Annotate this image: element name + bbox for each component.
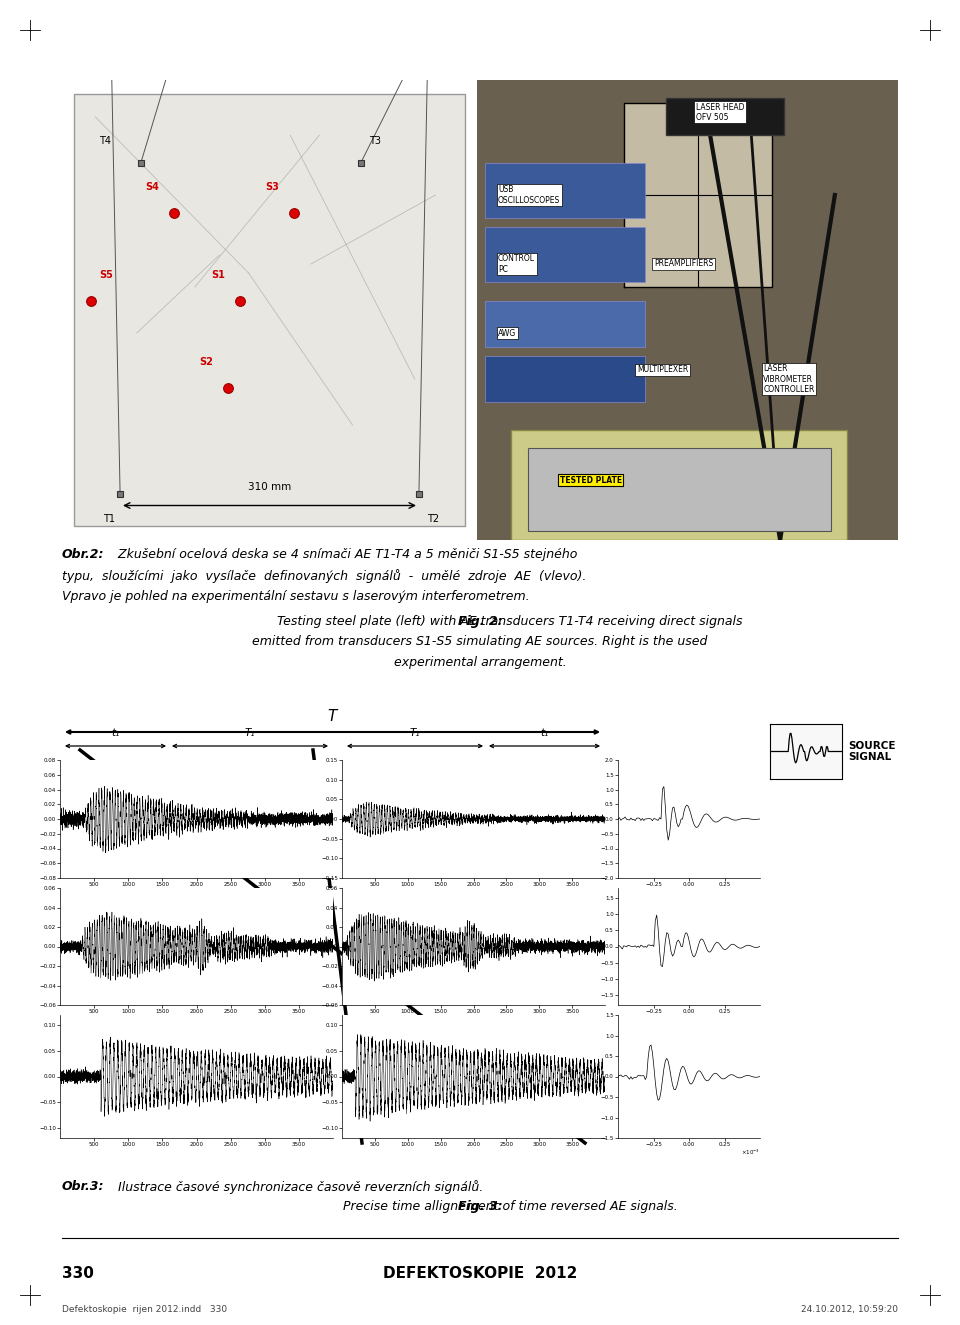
Text: Defektoskopie  rijen 2012.indd   330: Defektoskopie rijen 2012.indd 330 — [62, 1305, 228, 1314]
Text: Obr.2:: Obr.2: — [62, 549, 105, 560]
Bar — [486, 227, 645, 282]
Text: CONTROL
PC: CONTROL PC — [498, 254, 535, 274]
Text: LASER
VIBROMETER
CONTROLLER: LASER VIBROMETER CONTROLLER — [763, 364, 815, 394]
Text: Fig. 2:: Fig. 2: — [458, 615, 502, 628]
Text: t₃: t₃ — [105, 983, 112, 992]
Text: T₁: T₁ — [245, 727, 255, 738]
Text: 330: 330 — [62, 1265, 94, 1281]
Text: t₁: t₁ — [540, 727, 548, 738]
Text: T1: T1 — [104, 514, 115, 523]
Text: typu,  sloužícími  jako  vysílače  definovaných  signálů  -  umělé  zdroje  AE  : typu, sloužícími jako vysílače definovan… — [62, 568, 587, 583]
Bar — [486, 356, 645, 401]
Text: T4: T4 — [99, 136, 111, 146]
Text: S3: S3 — [265, 183, 279, 192]
Text: T₂: T₂ — [410, 856, 420, 867]
Text: Obr.3:: Obr.3: — [62, 1181, 105, 1192]
Text: S4: S4 — [145, 183, 158, 192]
Text: T2: T2 — [427, 514, 440, 523]
Bar — [624, 103, 772, 288]
Text: S5: S5 — [99, 270, 113, 280]
Text: SOURCE
SIGNAL: SOURCE SIGNAL — [848, 741, 896, 762]
Text: T₃: T₃ — [238, 983, 249, 992]
Text: t₃: t₃ — [540, 983, 548, 992]
Text: S2: S2 — [199, 358, 213, 367]
Text: Vpravo je pohled na experimentální sestavu s laserovým interferometrem.: Vpravo je pohled na experimentální sesta… — [62, 590, 530, 603]
Text: MULTIPLEXER: MULTIPLEXER — [637, 366, 688, 374]
Text: DEFEKTOSKOPIE  2012: DEFEKTOSKOPIE 2012 — [383, 1265, 577, 1281]
Text: 310 mm: 310 mm — [248, 482, 291, 492]
Text: USB
OSCILLOSCOPES: USB OSCILLOSCOPES — [498, 186, 561, 204]
Text: Testing steel plate (left) with AE transducers T1-T4 receiving direct signals: Testing steel plate (left) with AE trans… — [274, 615, 743, 628]
Text: Fig. 3:: Fig. 3: — [458, 1200, 502, 1212]
Text: experimental arrangement.: experimental arrangement. — [394, 656, 566, 669]
Text: 24.10.2012, 10:59:20: 24.10.2012, 10:59:20 — [801, 1305, 898, 1314]
Text: T₂: T₂ — [242, 856, 252, 867]
Text: t₁: t₁ — [111, 727, 120, 738]
Text: T₃: T₃ — [410, 983, 420, 992]
Bar — [528, 448, 830, 531]
Bar — [624, 103, 772, 288]
Bar — [666, 98, 784, 135]
Text: Zkušební ocelová deska se 4 snímači AE T1-T4 a 5 měniči S1-S5 stejného: Zkušební ocelová deska se 4 snímači AE T… — [114, 549, 577, 560]
Text: LASER HEAD
OFV 505: LASER HEAD OFV 505 — [696, 102, 744, 122]
Text: t₂: t₂ — [108, 856, 116, 867]
Text: AWG: AWG — [498, 329, 516, 338]
Text: $\times10^{-3}$: $\times10^{-3}$ — [741, 888, 760, 897]
Text: $\times10^{-3}$: $\times10^{-3}$ — [741, 1147, 760, 1157]
Text: t₂: t₂ — [540, 856, 548, 867]
Bar — [486, 163, 645, 219]
Bar — [511, 429, 848, 541]
Text: S1: S1 — [211, 270, 226, 280]
Text: $\times10^{-3}$: $\times10^{-3}$ — [741, 1015, 760, 1024]
Text: emitted from transducers S1-S5 simulating AE sources. Right is the used: emitted from transducers S1-S5 simulatin… — [252, 636, 708, 648]
Text: T3: T3 — [369, 136, 381, 146]
Text: PREAMPLIFIERS: PREAMPLIFIERS — [654, 260, 713, 269]
Text: T₁: T₁ — [410, 727, 420, 738]
Bar — [486, 301, 645, 347]
Text: Ilustrace časové synchronizace časově reverzních signálů.: Ilustrace časové synchronizace časově re… — [114, 1181, 483, 1194]
Text: TESTED PLATE: TESTED PLATE — [560, 476, 622, 485]
Text: T: T — [327, 709, 337, 723]
Text: Precise time allignement of time reversed AE signals.: Precise time allignement of time reverse… — [339, 1200, 678, 1212]
